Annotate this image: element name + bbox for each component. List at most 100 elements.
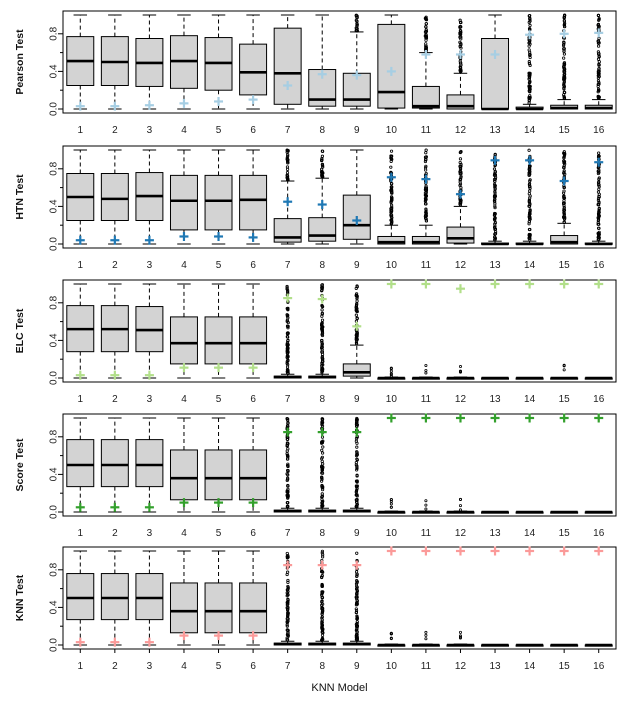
outlier-point [459,162,463,166]
box-2 [100,417,129,513]
outlier-point [424,630,428,634]
outlier-point [354,461,358,465]
x-tick-label: 4 [181,528,187,539]
box-15 [550,13,579,110]
outlier-point [320,468,324,473]
outlier-point [286,611,290,615]
mean-marker [490,279,500,289]
outlier-point [424,211,428,216]
box-12 [446,413,475,514]
outlier-point [355,302,359,306]
outlier-point [354,607,358,611]
outlier-point [354,313,358,317]
outlier-point [355,614,359,618]
outlier-point [597,154,601,158]
outlier-point [389,199,393,203]
outlier-point [597,200,601,204]
outlier-point [286,335,290,339]
outlier-point [424,164,428,168]
outlier-point [596,202,600,207]
outlier-point [424,189,428,193]
x-tick-label: 16 [593,394,605,405]
box-13 [481,279,510,380]
outlier-point [596,231,600,236]
y-tick-label: 0.8 [49,562,60,576]
x-tick-label: 7 [285,125,291,136]
box-8 [308,283,337,379]
outlier-point [286,570,290,574]
outlier-point [320,584,324,588]
x-tick-label: 9 [354,661,360,672]
outlier-point [528,238,532,242]
outlier-point [528,209,532,213]
outlier-point [527,44,531,48]
box-iqr [411,85,440,109]
mean-marker [283,560,293,570]
outlier-point [320,312,324,316]
outlier-point [320,549,325,553]
x-tick-label: 2 [112,661,118,672]
outlier-point [493,190,497,194]
outlier-point [320,332,324,337]
mean-marker [75,370,85,380]
outlier-point [458,504,462,508]
outlier-point [320,612,324,616]
outlier-point [424,168,428,172]
outlier-point [286,350,290,354]
outlier-point [459,46,463,50]
outlier-point [355,599,359,603]
outlier-point [321,504,325,508]
outlier-point [320,476,324,480]
outlier-point [424,184,428,188]
outlier-point [285,437,289,441]
box-15 [550,413,579,514]
x-tick-label: 5 [216,661,222,672]
outlier-point [562,165,566,170]
outlier-point [286,154,290,158]
outlier-point [562,185,566,190]
outlier-point [424,503,428,507]
outlier-point [320,465,324,469]
box-6 [239,550,268,646]
box-10 [377,14,406,110]
outlier-point [286,424,290,428]
outlier-point [320,606,324,611]
mean-marker [179,231,189,241]
box-16 [584,151,613,246]
mean-marker [525,279,535,289]
x-tick-label: 12 [455,528,467,539]
box-1 [66,14,95,111]
box-3 [135,149,164,245]
box-1 [66,283,95,380]
outlier-point [527,99,531,103]
outlier-point [285,441,290,445]
outlier-point [528,23,532,27]
outlier-point [354,18,358,22]
mean-marker [317,560,327,570]
outlier-point [285,551,289,556]
outlier-point [597,177,601,181]
x-tick-label: 7 [285,260,291,271]
outlier-point [320,593,324,597]
mean-marker [283,427,293,437]
outlier-point [596,39,600,43]
outlier-point [285,354,290,358]
box-5 [204,283,233,379]
outlier-point [285,331,289,336]
mean-marker [214,631,224,641]
box-15 [550,279,579,380]
outlier-point [389,207,393,211]
y-tick-label: 0.8 [49,161,60,175]
x-tick-label: 8 [319,394,325,405]
outlier-point [562,83,566,87]
mean-marker [144,502,154,512]
box-2 [100,149,129,245]
outlier-point [563,21,567,26]
box-iqr [169,449,198,501]
box-4 [169,417,198,513]
outlier-point [321,325,325,329]
box-13 [481,152,510,246]
outlier-point [527,148,531,152]
outlier-point [320,285,325,289]
